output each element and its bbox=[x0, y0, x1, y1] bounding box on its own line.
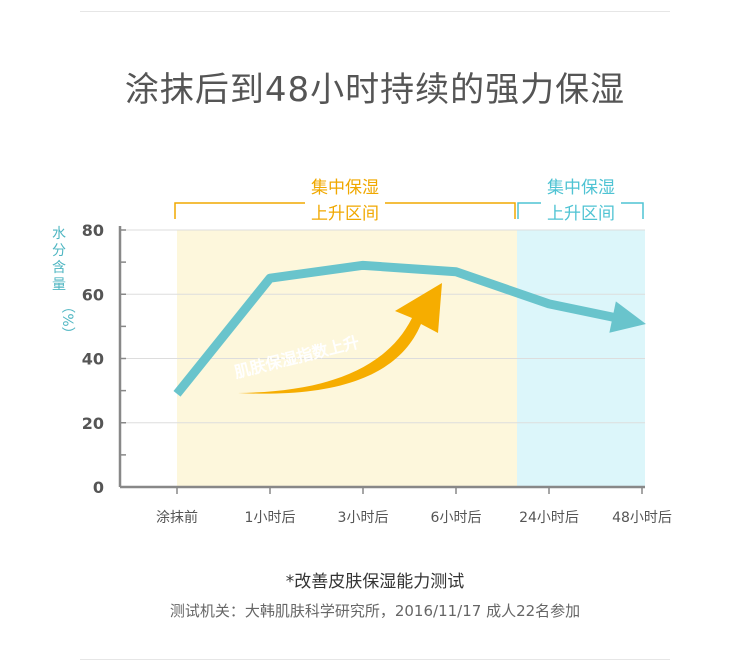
x-tick-label-3: 3小时后 bbox=[338, 510, 389, 526]
y-axis-label-char: 分 bbox=[52, 243, 66, 259]
page-title: 涂抹后到48小时持续的强力保湿 bbox=[124, 70, 626, 110]
zone-label-1-line1: 集中保湿 bbox=[311, 178, 379, 198]
zone-bracket-gap-1 bbox=[305, 201, 385, 206]
x-tick-label-2: 1小时后 bbox=[245, 510, 296, 526]
y-tick-label-20: 20 bbox=[82, 414, 104, 433]
zone-bracket-gap-2 bbox=[541, 201, 621, 206]
moisture-line bbox=[173, 260, 624, 397]
x-tick-label-4: 6小时后 bbox=[431, 510, 482, 526]
y-tick-label-0: 0 bbox=[93, 478, 104, 497]
top-divider bbox=[80, 11, 670, 12]
source-note: 测试机关：大韩肌肤科学研究所，2016/11/17 成人22名参加 bbox=[169, 602, 581, 620]
y-tick-label-40: 40 bbox=[82, 350, 104, 369]
y-axis-label-char: 水 bbox=[52, 226, 66, 242]
bottom-divider bbox=[80, 659, 670, 660]
y-axis-label-char: 含 bbox=[52, 260, 66, 276]
zone-label-1-line2: 上升区间 bbox=[311, 204, 379, 224]
x-tick-label-5: 24小时后 bbox=[519, 510, 579, 526]
footnote: *改善皮肤保湿能力测试 bbox=[285, 572, 465, 592]
y-tick-label-60: 60 bbox=[82, 285, 104, 304]
zone-label-2-line2: 上升区间 bbox=[547, 204, 615, 224]
y-tick-label-80: 80 bbox=[82, 221, 104, 240]
line-arrowhead bbox=[609, 301, 646, 333]
x-tick-label-1: 涂抹前 bbox=[156, 509, 198, 526]
trend-arrow bbox=[238, 283, 442, 394]
y-axis-label-char: 量 bbox=[52, 277, 66, 293]
y-axis-unit: （%） bbox=[59, 299, 75, 340]
x-tick-label-6: 48小时后 bbox=[612, 510, 672, 526]
zone-label-2-line1: 集中保湿 bbox=[547, 178, 615, 198]
